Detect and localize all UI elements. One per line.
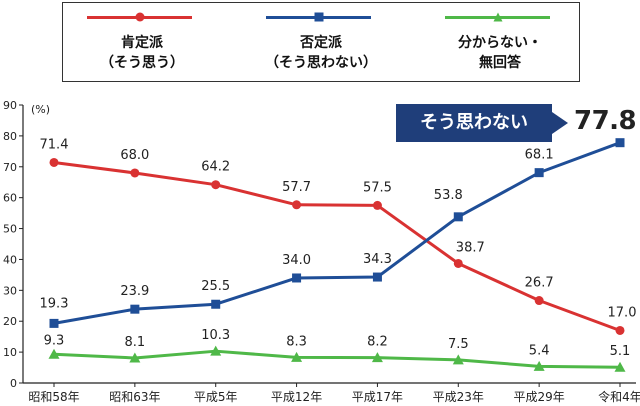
x-tick-label: 昭和58年	[28, 390, 79, 404]
data-label: 5.1	[610, 344, 631, 359]
x-tick-label: 令和4年	[598, 389, 640, 404]
data-label: 8.1	[125, 335, 146, 350]
data-label: 71.4	[40, 137, 69, 152]
y-tick-label: 30	[3, 284, 17, 297]
legend-label: 肯定派	[121, 35, 163, 51]
data-label: 57.7	[282, 180, 311, 195]
legend-label: 否定派	[300, 35, 342, 51]
x-tick-label: 平成17年	[352, 390, 403, 404]
data-label: 68.1	[525, 148, 554, 163]
legend-item-affirmative: 肯定派 （そう思う）	[67, 3, 217, 83]
data-point	[48, 348, 60, 359]
series-line	[53, 141, 621, 325]
x-tick-label: 昭和63年	[109, 390, 160, 404]
callout-label: そう思わない	[396, 104, 552, 142]
data-label: 17.0	[608, 305, 637, 320]
data-point	[49, 318, 59, 328]
data-point	[534, 168, 544, 178]
legend-text-negative: 否定派 （そう思わない）	[246, 33, 396, 73]
data-point	[130, 168, 140, 178]
data-label: 8.3	[286, 334, 307, 349]
data-label: 8.2	[367, 335, 388, 350]
series-group	[48, 138, 626, 372]
data-point	[452, 354, 464, 365]
y-tick-label: 0	[10, 377, 17, 390]
data-point	[533, 360, 545, 371]
y-axis-label: (%)	[31, 103, 50, 116]
data-point	[453, 258, 463, 268]
y-tick-label: 50	[3, 223, 17, 236]
data-point	[372, 200, 382, 210]
circle-marker-icon	[135, 12, 145, 22]
data-point	[129, 352, 141, 363]
data-label: 25.5	[201, 279, 230, 294]
data-label: 53.8	[434, 188, 463, 203]
legend-text-unknown: 分からない・ 無回答	[425, 33, 575, 73]
square-marker-icon	[314, 12, 324, 22]
data-point	[615, 325, 625, 335]
y-tick-label: 90	[3, 99, 17, 112]
data-label: 38.7	[456, 240, 485, 255]
data-point	[210, 345, 222, 356]
legend-sublabel: 無回答	[479, 55, 521, 71]
legend-sublabel: （そう思わない）	[265, 55, 377, 71]
legend-sublabel: （そう思う）	[100, 55, 184, 71]
data-point	[291, 351, 303, 362]
x-tick-label: 平成29年	[514, 390, 565, 404]
data-point	[211, 299, 221, 309]
axes: 0 10 20 30 40 50 60 70 80 90 (%) 昭和58年 昭和63年 平成5年 平成12…	[3, 99, 640, 404]
y-tick-label: 20	[3, 315, 17, 328]
data-label: 64.2	[201, 160, 230, 175]
data-point	[534, 296, 544, 306]
y-tick-label: 10	[3, 346, 17, 359]
data-label: 34.0	[282, 253, 311, 268]
data-point	[211, 180, 221, 190]
series-line	[53, 349, 621, 369]
data-point	[372, 272, 382, 282]
data-label: 26.7	[525, 276, 554, 291]
x-tick-label: 平成12年	[271, 390, 322, 404]
data-point	[292, 273, 302, 283]
x-tick-label: 平成23年	[433, 390, 484, 404]
data-point	[371, 352, 383, 363]
y-tick-label: 70	[3, 161, 17, 174]
series-line	[53, 160, 621, 332]
data-point	[615, 138, 625, 148]
legend-item-unknown: 分からない・ 無回答	[425, 3, 575, 83]
data-point	[292, 200, 302, 210]
x-tick-label: 平成5年	[194, 390, 238, 404]
legend-label: 分からない・	[458, 35, 542, 51]
data-label: 5.4	[529, 343, 550, 358]
y-tick-label: 80	[3, 130, 17, 143]
y-tick-label: 40	[3, 253, 17, 266]
callout-arrow-icon	[552, 112, 568, 134]
data-point	[614, 361, 626, 372]
data-label: 19.3	[40, 296, 69, 311]
data-labels: 71.4 68.0 64.2 57.7 57.5 38.7 26.7 17.0 19.3 23.9…	[40, 137, 637, 359]
data-point	[49, 157, 59, 167]
data-label: 23.9	[120, 284, 149, 299]
y-tick-label: 60	[3, 192, 17, 205]
data-label: 34.3	[363, 252, 392, 267]
legend: 肯定派 （そう思う） 否定派 （そう思わない） 分からない・ 無回答	[62, 2, 580, 82]
data-point	[130, 304, 140, 314]
triangle-marker-icon	[493, 12, 503, 22]
callout-value: 77.8	[574, 106, 637, 136]
data-point	[453, 212, 463, 222]
data-label: 57.5	[363, 180, 392, 195]
data-label: 68.0	[120, 148, 149, 163]
data-label: 9.3	[44, 333, 65, 348]
legend-item-negative: 否定派 （そう思わない）	[246, 3, 396, 83]
data-label: 7.5	[448, 337, 469, 352]
data-label: 10.3	[201, 328, 230, 343]
legend-text-affirmative: 肯定派 （そう思う）	[67, 33, 217, 73]
